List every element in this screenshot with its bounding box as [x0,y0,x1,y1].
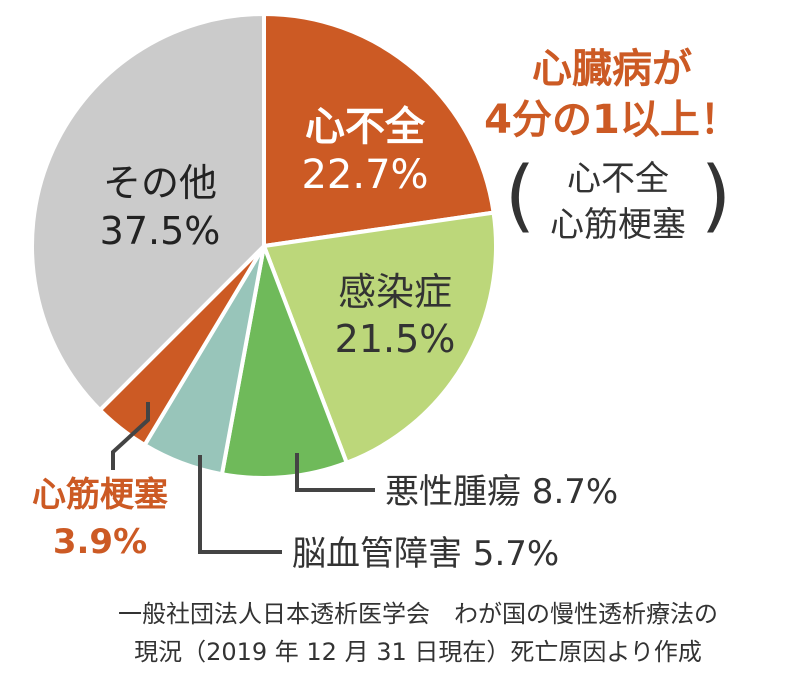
value-infection: 21.5% [335,317,456,361]
leader-line-cerebrovascular [198,455,282,554]
callout-paren-close: ) [701,151,731,241]
value-mi: 3.9% [53,522,147,562]
source-line-1: 一般社団法人日本透析医学会 わが国の慢性透析療法の [118,600,718,628]
label-cerebrovascular: 脳血管障害 5.7% [292,534,559,574]
value-other: 37.5% [100,209,221,253]
label-mi: 心筋梗塞 [32,475,168,515]
pie-slice-other [30,12,266,413]
label-other: その他 [103,161,217,205]
callout-line-1: 心臓病が [532,46,692,92]
pie-slice-infection [262,210,498,465]
value-heart-failure: 22.7% [301,152,428,198]
label-malignancy: 悪性腫瘍 8.7% [385,472,618,512]
leader-line-mi [111,402,150,470]
callout-line-2: 4分の1以上！ [484,97,740,143]
label-heart-failure: 心不全 [305,104,426,150]
pie-slice-heart-failure [262,12,496,248]
pie-slice-malignancy [219,244,349,480]
callout-paren-line-2: 心筋梗塞 [550,205,686,245]
label-infection: 感染症 [338,270,452,314]
leader-line-malignancy [295,453,375,492]
callout-paren-open: ( [505,151,535,241]
callout-paren-line-1: 心不全 [567,159,669,199]
pie-slices [30,12,498,480]
source-line-2: 現況（2019 年 12 月 31 日現在）死亡原因より作成 [134,638,702,666]
